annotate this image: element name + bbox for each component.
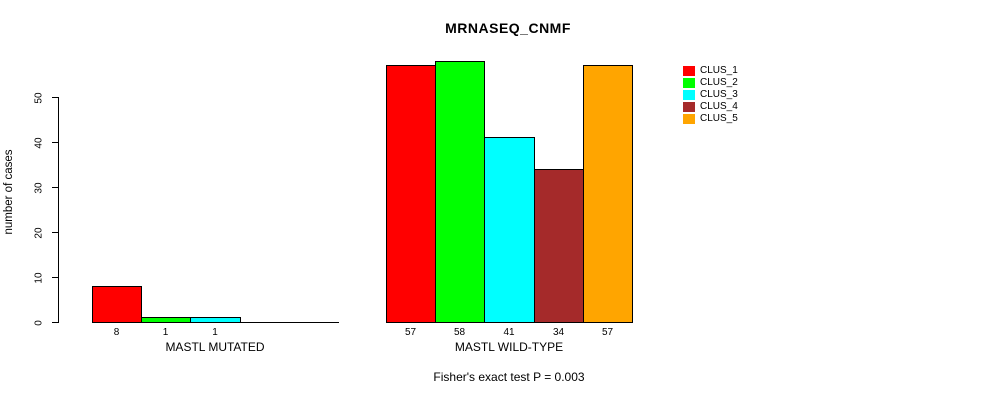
bar-value-label: 8 bbox=[113, 327, 120, 338]
legend-label: CLUS_4 bbox=[700, 101, 738, 112]
y-tick bbox=[52, 97, 58, 98]
bar-value-label: 34 bbox=[552, 327, 565, 338]
bar-value-label: 58 bbox=[453, 327, 466, 338]
y-tick-label: 10 bbox=[33, 271, 45, 284]
y-tick-label: 30 bbox=[33, 181, 45, 194]
bar-clus_3 bbox=[190, 317, 241, 323]
bar-clus_5 bbox=[583, 65, 633, 323]
bar-value-label: 1 bbox=[162, 327, 169, 338]
y-tick-label: 50 bbox=[33, 91, 45, 104]
chart-title: MRNASEQ_CNMF bbox=[445, 20, 571, 36]
legend-swatch-clus_1 bbox=[683, 66, 695, 76]
zero-bar-clus_5 bbox=[289, 322, 339, 323]
y-tick bbox=[52, 322, 58, 323]
bar-value-label: 57 bbox=[404, 327, 417, 338]
legend-label: CLUS_3 bbox=[700, 89, 738, 100]
legend-label: CLUS_2 bbox=[700, 77, 738, 88]
bar-value-label: 57 bbox=[601, 327, 614, 338]
legend-swatch-clus_2 bbox=[683, 78, 695, 88]
y-tick bbox=[52, 142, 58, 143]
y-tick bbox=[52, 232, 58, 233]
y-tick-label: 20 bbox=[33, 226, 45, 239]
legend-label: CLUS_1 bbox=[700, 65, 738, 76]
group-label: MASTL WILD-TYPE bbox=[454, 340, 564, 354]
legend-swatch-clus_3 bbox=[683, 90, 695, 100]
bar-value-label: 41 bbox=[503, 327, 515, 338]
fisher-test-annotation: Fisher's exact test P = 0.003 bbox=[433, 370, 585, 384]
group-label: MASTL MUTATED bbox=[165, 340, 265, 354]
bar-clus_1 bbox=[386, 65, 436, 323]
bar-value-label: 1 bbox=[212, 327, 218, 338]
y-tick bbox=[52, 187, 58, 188]
legend-swatch-clus_4 bbox=[683, 102, 695, 112]
y-tick-label: 0 bbox=[33, 319, 45, 326]
bar-clus_2 bbox=[435, 61, 485, 323]
zero-bar-clus_4 bbox=[240, 322, 290, 323]
bar-clus_3 bbox=[484, 137, 535, 323]
y-axis-label: number of cases bbox=[3, 149, 15, 235]
bar-clus_1 bbox=[92, 286, 142, 323]
y-tick-label: 40 bbox=[33, 136, 45, 149]
legend-swatch-clus_5 bbox=[683, 114, 695, 124]
y-tick bbox=[52, 277, 58, 278]
legend-label: CLUS_5 bbox=[700, 113, 738, 124]
y-axis-line bbox=[58, 97, 59, 323]
bar-clus_2 bbox=[141, 317, 191, 323]
bar-clus_4 bbox=[534, 169, 584, 323]
